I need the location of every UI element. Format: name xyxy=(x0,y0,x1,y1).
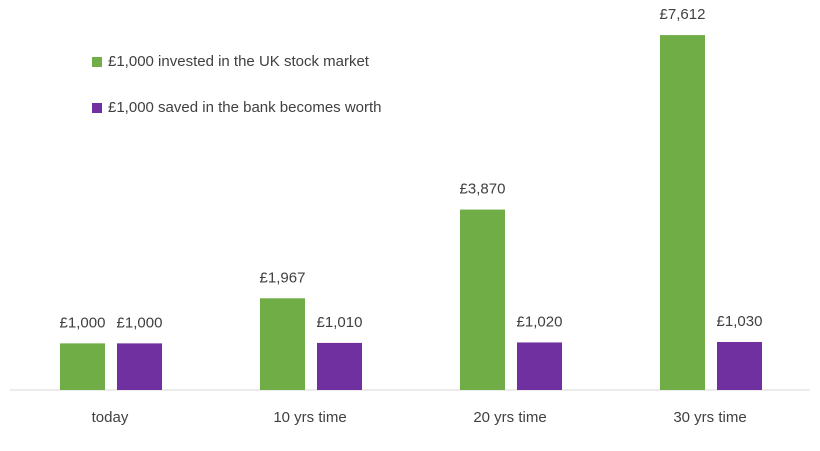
x-tick-label: 30 yrs time xyxy=(673,409,746,426)
bar xyxy=(117,343,162,390)
legend-label: £1,000 saved in the bank becomes worth xyxy=(108,99,382,116)
value-label: £7,612 xyxy=(660,6,706,23)
value-label: £1,000 xyxy=(60,314,106,331)
legend-label: £1,000 invested in the UK stock market xyxy=(108,53,370,70)
x-tick-label: today xyxy=(92,409,129,426)
bar xyxy=(717,341,762,390)
value-label: £1,967 xyxy=(260,269,306,286)
value-label: £1,020 xyxy=(517,313,563,330)
bar xyxy=(660,35,705,390)
bar xyxy=(460,209,505,390)
value-label: £1,000 xyxy=(117,314,163,331)
bar xyxy=(60,343,105,390)
bar xyxy=(317,342,362,390)
value-label: £1,030 xyxy=(717,313,763,330)
legend-swatch xyxy=(92,103,102,113)
bar xyxy=(517,342,562,390)
value-label: £3,870 xyxy=(460,181,506,198)
x-tick-label: 10 yrs time xyxy=(273,409,346,426)
legend-swatch xyxy=(92,57,102,67)
bar xyxy=(260,298,305,390)
x-tick-label: 20 yrs time xyxy=(473,409,546,426)
value-label: £1,010 xyxy=(317,314,363,331)
